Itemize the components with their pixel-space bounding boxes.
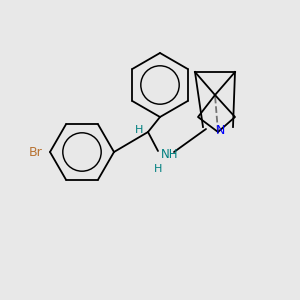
Text: H: H	[135, 125, 143, 135]
Text: N: N	[215, 124, 225, 136]
Text: H: H	[154, 164, 162, 174]
Text: NH: NH	[161, 148, 178, 160]
Text: Br: Br	[28, 146, 42, 158]
